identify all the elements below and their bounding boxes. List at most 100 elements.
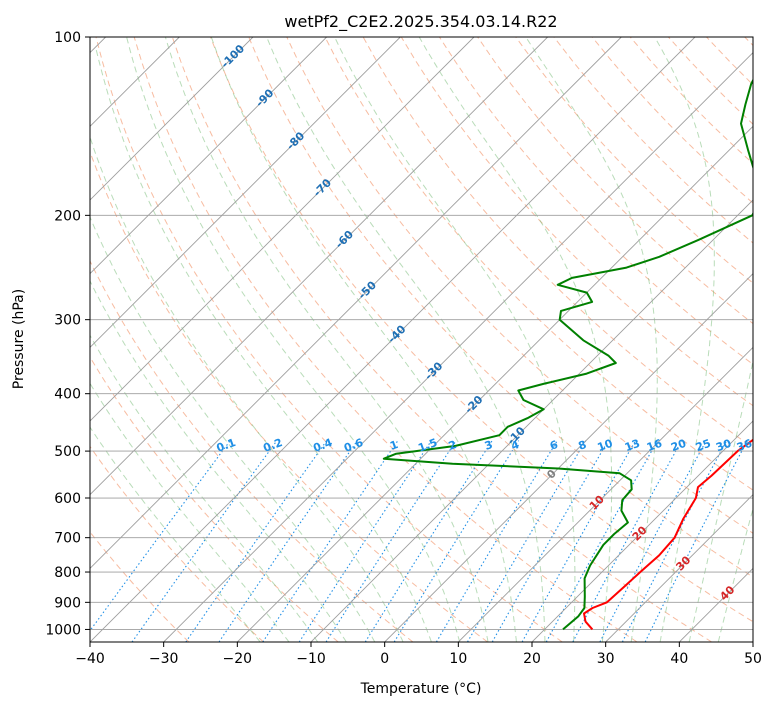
mixing-ratio-line	[521, 440, 637, 642]
isotherm-line	[605, 494, 753, 642]
sounding-series	[382, 78, 753, 631]
x-tick-label: 30	[597, 651, 615, 667]
moist-adiabat-line	[210, 37, 517, 642]
mixing-ratio-label: 4	[509, 438, 521, 453]
mixing-ratio-label: 36	[735, 437, 754, 455]
moist-adiabat-line	[688, 358, 753, 642]
moist-adiabat-label: 30	[673, 553, 693, 573]
moist-adiabat-line	[654, 37, 715, 642]
isotherm-label: -20	[462, 393, 485, 416]
dry-adiabat-line	[171, 37, 712, 642]
moist-adiabat-line	[95, 49, 432, 642]
mixing-ratio-line	[491, 440, 609, 642]
dry-adiabat-line	[90, 531, 190, 642]
mixing-ratio-line	[644, 440, 748, 642]
dry-adiabat-line	[744, 37, 753, 47]
moist-adiabat-line	[90, 334, 319, 642]
mixing-ratio-line	[364, 440, 493, 642]
mixing-ratio-line	[393, 440, 520, 642]
moist-adiabat-line	[266, 37, 546, 642]
isotherm-line	[679, 567, 753, 642]
mixing-ratio-line	[572, 440, 683, 642]
mixing-ratio-line	[262, 440, 399, 642]
mixing-ratio-label: 0.2	[262, 436, 285, 455]
mixing-ratio-label: 20	[669, 437, 688, 455]
y-tick-label: 1000	[45, 622, 81, 638]
moist-adiabat-line	[90, 382, 290, 642]
dry-adiabat-line	[286, 37, 753, 534]
isotherm-line	[531, 420, 753, 642]
dry-adiabat-line	[515, 37, 753, 284]
isotherm-label: -90	[253, 86, 276, 109]
x-tick-label: −40	[75, 651, 105, 667]
isotherm-line	[458, 346, 753, 642]
mixing-ratio-label: 8	[577, 438, 589, 453]
y-tick-label: 500	[54, 444, 81, 460]
isotherm-line	[310, 199, 753, 642]
dewpoint-line	[382, 78, 753, 631]
isotherm-line	[90, 37, 696, 642]
y-axis-ticks: 100 200 300 400 500 600 700 800 900 1000	[45, 30, 90, 638]
mixing-ratio-label: 3	[483, 438, 495, 453]
isotherm-label: -80	[284, 129, 307, 152]
x-tick-label: −20	[223, 651, 253, 667]
dry-adiabat-line	[477, 37, 753, 325]
pressure-gridlines	[90, 37, 753, 630]
x-tick-label: 10	[449, 651, 467, 667]
isotherm-line	[163, 52, 753, 642]
dry-adiabat-line	[90, 445, 264, 642]
mixing-ratio-label: 0.1	[215, 436, 238, 455]
y-tick-label: 100	[54, 30, 81, 46]
dry-adiabat-line	[133, 37, 638, 642]
mixing-ratio-label: 6	[548, 438, 560, 453]
isotherm-line	[237, 125, 753, 642]
mixing-ratio-lines	[90, 440, 748, 642]
isotherm-line	[90, 37, 622, 569]
isotherm-line	[384, 273, 753, 642]
moist-adiabat-line	[418, 37, 613, 642]
dry-adiabat-line	[90, 259, 414, 642]
moist-adiabats	[90, 37, 753, 642]
isotherm-line	[90, 37, 401, 348]
isotherm-label: -40	[385, 322, 408, 345]
moist-adiabat-line	[90, 135, 404, 642]
dry-adiabat-line	[95, 37, 563, 642]
mixing-ratio-label: 25	[694, 437, 713, 454]
x-axis-label: Temperature (°C)	[360, 681, 482, 697]
dry-adiabat-line	[90, 356, 339, 642]
x-axis-ticks: −40 −30 −20 −10 0 10 20 30 40 50	[75, 642, 762, 667]
moist-adiabat-line	[525, 37, 658, 642]
moist-adiabat-line	[334, 37, 576, 642]
mixing-ratio-label: 16	[645, 437, 664, 455]
mixing-ratio-label: 0.6	[342, 436, 365, 455]
temperature-line	[583, 438, 753, 631]
y-axis-label: Pressure (hPa)	[11, 289, 27, 389]
mixing-ratio-line	[185, 440, 328, 642]
mixing-ratio-line	[435, 440, 558, 642]
y-tick-label: 700	[54, 531, 81, 547]
dry-adiabat-line	[591, 37, 753, 204]
isotherm-label: -30	[422, 359, 445, 382]
plot-frame	[89, 36, 754, 643]
isotherm-line	[752, 641, 753, 642]
x-tick-label: 40	[670, 651, 688, 667]
dry-adiabat-line	[706, 37, 753, 86]
moist-adiabat-label: 10	[587, 492, 607, 512]
mixing-ratio-line	[131, 440, 278, 642]
mixing-ratio-label: 10	[596, 437, 615, 455]
dry-adiabat-line	[90, 150, 488, 642]
y-tick-label: 600	[54, 491, 81, 507]
dry-adiabat-line	[668, 37, 753, 125]
y-tick-label: 200	[54, 208, 81, 224]
isotherm-line	[90, 37, 548, 496]
x-tick-label: 20	[523, 651, 541, 667]
moist-adiabat-line	[90, 215, 376, 642]
mixing-ratio-label: 13	[623, 437, 642, 454]
mixing-ratio-label: 0.4	[311, 436, 334, 455]
dry-adiabat-line	[210, 37, 753, 623]
mixing-ratio-line	[298, 440, 432, 642]
y-tick-label: 300	[54, 313, 81, 329]
chart-title: wetPf2_C2E2.2025.354.03.14.R22	[284, 12, 557, 32]
x-tick-label: −30	[149, 651, 179, 667]
